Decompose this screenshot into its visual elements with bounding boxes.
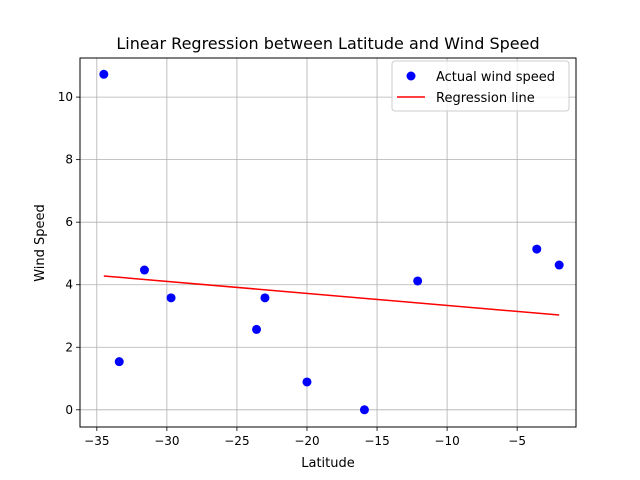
x-tick-label: −35 xyxy=(84,434,109,448)
grid xyxy=(80,58,576,427)
data-layer xyxy=(99,69,564,415)
y-tick-label: 6 xyxy=(65,215,73,229)
x-tick-label: −20 xyxy=(294,434,319,448)
scatter-point xyxy=(252,324,262,334)
scatter-point xyxy=(260,293,270,303)
y-tick-label: 10 xyxy=(58,90,73,104)
scatter-point xyxy=(166,293,176,303)
scatter-point xyxy=(302,377,312,387)
scatter-point xyxy=(139,265,149,275)
legend-label-actual: Actual wind speed xyxy=(436,70,555,85)
x-axis-label: Latitude xyxy=(301,456,355,471)
regression-line xyxy=(103,275,560,316)
plot-frame xyxy=(79,57,577,428)
y-axis-label: Wind Speed xyxy=(33,204,48,282)
y-tick-label: 4 xyxy=(65,278,73,292)
legend-box xyxy=(391,60,570,112)
legend-marker-actual xyxy=(406,71,416,81)
y-tick-label: 2 xyxy=(65,340,73,354)
scatter-point xyxy=(413,276,423,286)
chart-title: Linear Regression between Latitude and W… xyxy=(116,34,539,53)
scatter-point xyxy=(359,405,369,415)
x-tick-label: −30 xyxy=(154,434,179,448)
legend: Actual wind speed Regression line xyxy=(391,60,570,112)
scatter-point xyxy=(99,69,109,79)
ticks: −35 −30 −25 −20 −15 −10 −5 0 2 4 6 8 10 xyxy=(58,90,526,448)
scatter-point xyxy=(114,357,124,367)
y-tick-label: 8 xyxy=(65,153,73,167)
y-tick-label: 0 xyxy=(65,403,73,417)
scatter-point xyxy=(532,244,542,254)
x-tick-label: −5 xyxy=(508,434,526,448)
x-tick-label: −15 xyxy=(364,434,389,448)
x-tick-label: −25 xyxy=(224,434,249,448)
x-tick-label: −10 xyxy=(434,434,459,448)
scatter-point xyxy=(554,260,564,270)
legend-label-regression: Regression line xyxy=(436,91,535,106)
